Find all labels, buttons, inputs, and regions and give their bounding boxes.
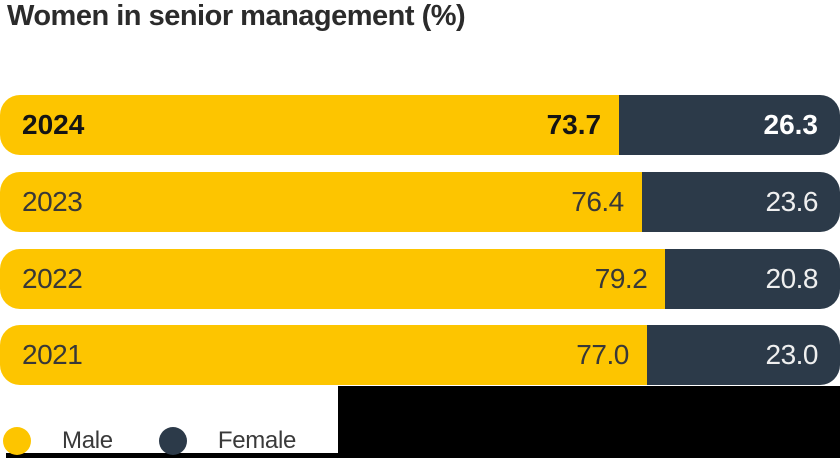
male-value-label: 77.0 bbox=[576, 339, 629, 370]
male-value-label: 79.2 bbox=[594, 263, 648, 294]
female-value-label: 20.8 bbox=[765, 263, 819, 294]
year-label: 2022 bbox=[22, 263, 83, 294]
female-segment: 26.3 bbox=[619, 95, 840, 155]
male-value-label: 73.7 bbox=[546, 109, 602, 140]
male-segment: 2024 73.7 bbox=[0, 95, 620, 155]
male-segment: 2023 76.4 bbox=[0, 172, 642, 232]
female-dot-icon bbox=[158, 427, 187, 455]
female-value-label: 26.3 bbox=[763, 109, 819, 140]
male-segment: 2022 79.2 bbox=[0, 249, 666, 309]
legend-label: Female bbox=[217, 427, 297, 454]
legend-item-female: Female bbox=[158, 427, 297, 455]
legend-label: Male bbox=[62, 427, 113, 454]
year-label: 2023 bbox=[22, 186, 83, 217]
year-label: 2021 bbox=[22, 339, 83, 370]
bar-row-2023: 2023 76.4 23.6 bbox=[0, 172, 840, 232]
female-value-label: 23.6 bbox=[765, 186, 819, 217]
cropped-dark-region bbox=[338, 386, 840, 458]
female-segment: 20.8 bbox=[665, 249, 840, 309]
bar-row-2022: 2022 79.2 20.8 bbox=[0, 249, 840, 309]
legend-item-male: Male bbox=[3, 427, 113, 455]
female-segment: 23.6 bbox=[641, 172, 840, 232]
year-label: 2024 bbox=[22, 109, 85, 140]
female-value-label: 23.0 bbox=[765, 339, 819, 370]
legend: Male Female bbox=[3, 427, 296, 455]
male-segment: 2021 77.0 bbox=[0, 325, 647, 385]
chart-title: Women in senior management (%) bbox=[7, 0, 466, 32]
male-dot-icon bbox=[3, 427, 31, 455]
bar-row-2021: 2021 77.0 23.0 bbox=[0, 325, 840, 385]
male-value-label: 76.4 bbox=[571, 186, 624, 217]
female-segment: 23.0 bbox=[646, 325, 840, 385]
bar-row-2024: 2024 73.7 26.3 bbox=[0, 95, 840, 155]
